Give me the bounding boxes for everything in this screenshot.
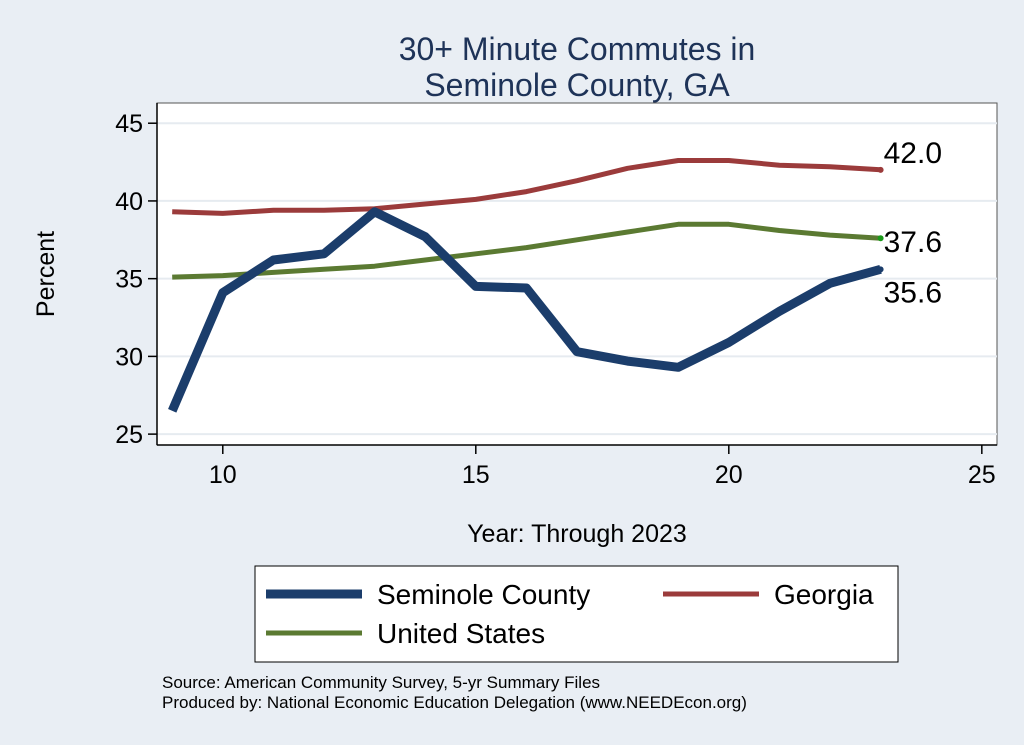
end-label-seminole: 35.6 xyxy=(884,276,942,309)
x-tick-label: 15 xyxy=(462,461,490,489)
chart-title-line-1: 30+ Minute Commutes in xyxy=(399,31,756,67)
legend-label-georgia: Georgia xyxy=(774,579,874,610)
x-tick-label: 20 xyxy=(715,461,743,489)
end-point-united-states xyxy=(877,235,884,242)
legend-item-seminole: Seminole County xyxy=(266,579,590,610)
end-point-georgia xyxy=(877,166,884,173)
legend-label-united-states: United States xyxy=(377,618,545,649)
x-axis-title: Year: Through 2023 xyxy=(467,520,687,548)
y-tick-label: 30 xyxy=(115,343,143,371)
y-tick-label: 40 xyxy=(115,188,143,216)
x-tick-label: 25 xyxy=(968,461,996,489)
end-label-united-states: 37.6 xyxy=(884,226,942,259)
end-label-georgia: 42.0 xyxy=(884,137,942,170)
series-lines xyxy=(168,158,884,413)
producer-note: Produced by: National Economic Education… xyxy=(162,693,747,712)
legend-label-seminole: Seminole County xyxy=(377,579,590,610)
chart-title-line-2: Seminole County, GA xyxy=(424,67,730,103)
x-tick-label: 10 xyxy=(209,461,237,489)
legend xyxy=(254,565,899,663)
end-labels: 35.6 42.0 37.6 xyxy=(884,137,942,309)
y-tick-label: 45 xyxy=(115,110,143,138)
axes: 25 30 35 40 45 10 15 20 25 xyxy=(115,103,997,489)
gridlines xyxy=(157,122,997,436)
series-line-seminole xyxy=(168,207,882,413)
legend-item-georgia: Georgia xyxy=(663,579,874,610)
y-tick-label: 25 xyxy=(115,421,143,449)
y-tick-label: 35 xyxy=(115,266,143,294)
series-line-united-states xyxy=(172,221,881,280)
source-note: Source: American Community Survey, 5-yr … xyxy=(162,673,600,692)
y-axis-title: Percent xyxy=(32,231,60,317)
end-point-seminole xyxy=(877,266,884,273)
legend-item-united-states: United States xyxy=(266,618,545,649)
series-line-georgia xyxy=(172,158,881,216)
